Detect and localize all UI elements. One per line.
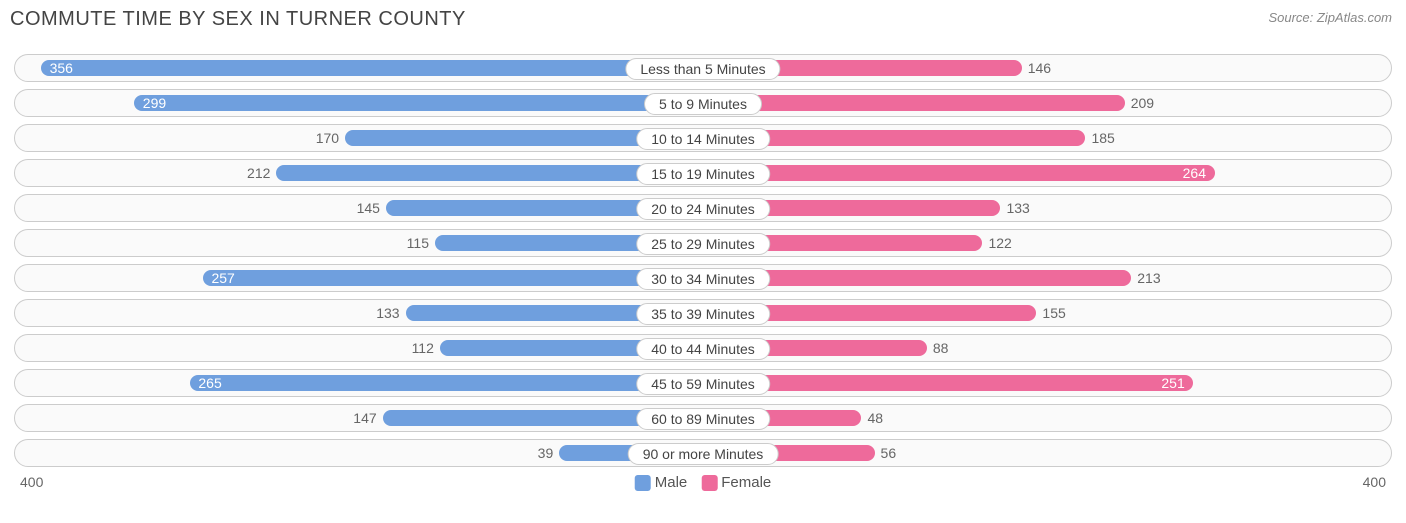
legend-female: Female bbox=[701, 474, 771, 491]
male-value: 265 bbox=[190, 375, 229, 391]
chart-title: COMMUTE TIME BY SEX IN TURNER COUNTY bbox=[10, 8, 466, 31]
male-value: 133 bbox=[376, 305, 399, 321]
chart-row: 39 56 90 or more Minutes bbox=[14, 439, 1392, 467]
chart-row: 115 122 25 to 29 Minutes bbox=[14, 229, 1392, 257]
female-value: 88 bbox=[933, 340, 949, 356]
category-label: 40 to 44 Minutes bbox=[636, 338, 770, 360]
female-value: 56 bbox=[881, 445, 897, 461]
female-value: 264 bbox=[1175, 165, 1214, 181]
axis: 400 400 Male Female bbox=[14, 474, 1392, 494]
legend-female-label: Female bbox=[721, 474, 771, 491]
male-swatch bbox=[635, 475, 651, 491]
legend-male: Male bbox=[635, 474, 688, 491]
male-bar bbox=[134, 95, 703, 111]
category-label: 90 or more Minutes bbox=[628, 443, 779, 465]
male-value: 257 bbox=[203, 270, 242, 286]
category-label: 5 to 9 Minutes bbox=[644, 93, 762, 115]
axis-tick-right: 400 bbox=[1363, 474, 1386, 490]
chart-row: 145 133 20 to 24 Minutes bbox=[14, 194, 1392, 222]
female-bar bbox=[703, 95, 1125, 111]
category-label: 25 to 29 Minutes bbox=[636, 233, 770, 255]
category-label: 10 to 14 Minutes bbox=[636, 128, 770, 150]
female-value: 185 bbox=[1091, 130, 1114, 146]
chart-row: 133 155 35 to 39 Minutes bbox=[14, 299, 1392, 327]
male-value: 112 bbox=[412, 340, 434, 356]
female-value: 146 bbox=[1028, 60, 1051, 76]
chart-row: 299 209 5 to 9 Minutes bbox=[14, 89, 1392, 117]
chart-row: 212 264 15 to 19 Minutes bbox=[14, 159, 1392, 187]
chart-rows: 356 146 Less than 5 Minutes 299 209 5 to 9 Mi… bbox=[14, 54, 1392, 474]
male-value: 356 bbox=[42, 60, 81, 76]
category-label: 60 to 89 Minutes bbox=[636, 408, 770, 430]
male-bar bbox=[203, 270, 703, 286]
male-value: 212 bbox=[247, 165, 270, 181]
chart-row: 112 88 40 to 44 Minutes bbox=[14, 334, 1392, 362]
chart-row: 356 146 Less than 5 Minutes bbox=[14, 54, 1392, 82]
male-value: 170 bbox=[316, 130, 339, 146]
male-bar bbox=[190, 375, 703, 391]
female-value: 251 bbox=[1153, 375, 1192, 391]
male-value: 147 bbox=[353, 410, 376, 426]
category-label: 45 to 59 Minutes bbox=[636, 373, 770, 395]
female-bar bbox=[703, 165, 1215, 181]
male-bar bbox=[41, 60, 703, 76]
female-value: 213 bbox=[1137, 270, 1160, 286]
male-value: 115 bbox=[407, 235, 429, 251]
chart-row: 170 185 10 to 14 Minutes bbox=[14, 124, 1392, 152]
chart-row: 265 251 45 to 59 Minutes bbox=[14, 369, 1392, 397]
category-label: 15 to 19 Minutes bbox=[636, 163, 770, 185]
source-label: Source: ZipAtlas.com bbox=[1268, 10, 1392, 25]
category-label: 20 to 24 Minutes bbox=[636, 198, 770, 220]
legend-male-label: Male bbox=[655, 474, 688, 491]
female-value: 155 bbox=[1042, 305, 1065, 321]
legend: Male Female bbox=[635, 474, 772, 491]
male-value: 299 bbox=[135, 95, 174, 111]
female-value: 133 bbox=[1006, 200, 1029, 216]
female-value: 122 bbox=[988, 235, 1011, 251]
chart-row: 147 48 60 to 89 Minutes bbox=[14, 404, 1392, 432]
chart-container: COMMUTE TIME BY SEX IN TURNER COUNTY Sou… bbox=[0, 0, 1406, 523]
axis-tick-left: 400 bbox=[20, 474, 43, 490]
female-bar bbox=[703, 375, 1193, 391]
male-value: 145 bbox=[357, 200, 380, 216]
category-label: Less than 5 Minutes bbox=[625, 58, 780, 80]
category-label: 30 to 34 Minutes bbox=[636, 268, 770, 290]
female-value: 209 bbox=[1131, 95, 1154, 111]
female-value: 48 bbox=[867, 410, 883, 426]
female-swatch bbox=[701, 475, 717, 491]
category-label: 35 to 39 Minutes bbox=[636, 303, 770, 325]
chart-row: 257 213 30 to 34 Minutes bbox=[14, 264, 1392, 292]
male-value: 39 bbox=[538, 445, 554, 461]
